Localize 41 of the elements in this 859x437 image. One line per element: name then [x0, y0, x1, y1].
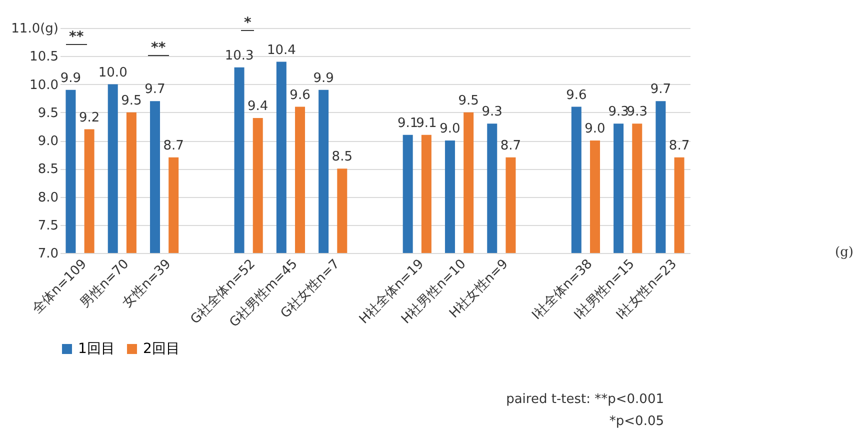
data-label: 8.5: [332, 150, 352, 165]
annotation: **: [66, 29, 87, 45]
text: (g): [835, 245, 854, 260]
data-label: 8.7: [163, 138, 184, 154]
data-label: 9.3: [626, 104, 648, 120]
data-label: 10.3: [224, 48, 254, 64]
data-label: 10.4: [266, 42, 296, 58]
y-tick-label: 8.0: [38, 190, 58, 206]
data-label: 9.9: [60, 70, 82, 86]
y-tick-label: 11.0(g): [11, 22, 58, 36]
y-tick-label: 9.5: [38, 106, 58, 121]
data-label: 9.6: [290, 88, 310, 103]
text: *p<0.05: [608, 413, 664, 431]
y-tick-label: 10.0: [30, 78, 58, 93]
data-label: 9.0: [584, 122, 606, 136]
data-label: 9.7: [144, 82, 166, 98]
data-label: 10.0: [98, 65, 128, 80]
data-label: 9.5: [458, 93, 479, 108]
y-tick-label: 7.0: [38, 246, 58, 262]
data-label: 9.9: [313, 70, 334, 86]
data-label: 9.0: [440, 122, 460, 136]
y-tick-label: 8.5: [38, 162, 58, 178]
data-label: 9.3: [608, 104, 629, 120]
annotation: *: [241, 15, 254, 31]
data-label: 8.7: [500, 138, 522, 154]
data-label: 9.4: [248, 99, 268, 114]
data-label: 9.2: [78, 110, 100, 126]
data-label: 8.7: [668, 138, 690, 154]
data-label: 9.7: [650, 82, 672, 98]
data-label: 9.1: [398, 116, 418, 131]
y-tick-label: 9.0: [38, 134, 58, 149]
y-tick-label: 10.5: [30, 50, 58, 65]
text: paired t-test: **p<0.001: [506, 391, 664, 409]
data-label: 9.3: [482, 104, 502, 120]
annotation: **: [148, 40, 169, 56]
legend-label: 2回目: [143, 341, 180, 357]
y-tick-label: 7.5: [38, 218, 58, 234]
data-label: 9.6: [566, 88, 587, 103]
data-label: 9.1: [416, 116, 437, 131]
data-label: 9.5: [121, 93, 142, 108]
legend-label: 1回目: [78, 341, 115, 357]
